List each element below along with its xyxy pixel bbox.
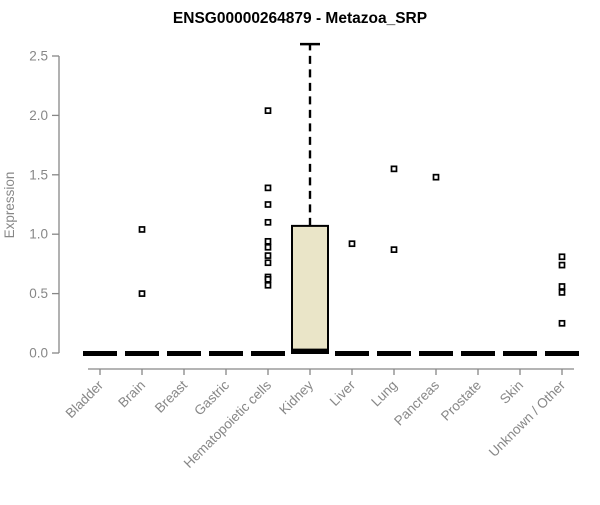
category-label: Kidney: [276, 377, 316, 417]
y-tick-label: 2.5: [29, 49, 48, 64]
median-bar: [545, 351, 579, 356]
category-label: Liver: [327, 377, 359, 409]
y-tick-label: 1.0: [29, 227, 48, 242]
category-label: Bladder: [63, 377, 107, 421]
outlier-point: [264, 107, 272, 114]
outlier-point: [264, 218, 272, 226]
outlier-point: [138, 226, 146, 233]
category-label: Prostate: [438, 378, 484, 424]
outlier-point: [558, 319, 566, 327]
median-bar: [209, 351, 243, 356]
outlier-point: [264, 281, 272, 289]
plot-area: 0.0 0.5 1.0 1.5 2.0 2.5 Bladder Brain Breast Gast…: [29, 42, 579, 471]
outlier-point: [264, 184, 272, 192]
y-axis-title: Expression: [2, 172, 17, 239]
outlier-point: [264, 243, 272, 251]
y-tick-label: 1.5: [29, 167, 48, 182]
category-label: Unknown / Other: [486, 377, 569, 460]
y-tick-label: 2.0: [29, 108, 48, 123]
outlier-point: [390, 246, 398, 253]
outlier-point: [264, 259, 272, 267]
outlier-point: [264, 201, 272, 208]
category-label: Brain: [115, 378, 148, 411]
y-tick-label: 0.5: [29, 286, 48, 301]
median-bar: [293, 348, 327, 354]
outlier-point: [138, 290, 146, 297]
median-bar: [167, 351, 201, 356]
outlier-point: [558, 283, 566, 290]
category-label: Gastric: [191, 377, 232, 418]
outlier-point: [264, 275, 272, 283]
outlier-point: [432, 173, 440, 181]
median-bar: [335, 351, 369, 356]
median-bar: [125, 351, 159, 356]
outlier-point: [558, 261, 566, 269]
y-tick-label: 0.0: [29, 346, 48, 361]
box: [291, 224, 329, 354]
outlier-point: [558, 289, 566, 296]
outlier-point: [264, 237, 272, 245]
outlier-point: [264, 252, 272, 259]
median-bar: [83, 351, 117, 356]
outlier-point: [390, 165, 398, 173]
chart-title: ENSG00000264879 - Metazoa_SRP: [173, 10, 427, 27]
category-label: Skin: [497, 378, 526, 407]
outlier-point: [558, 253, 566, 261]
median-bar: [503, 351, 537, 356]
median-bar: [251, 351, 285, 356]
median-bar: [461, 351, 495, 356]
category-label: Lung: [368, 378, 400, 410]
median-bar: [419, 351, 453, 356]
median-bar: [377, 351, 411, 356]
outlier-point: [348, 240, 356, 248]
category-label: Breast: [152, 377, 190, 415]
category-label: Pancreas: [391, 377, 442, 428]
